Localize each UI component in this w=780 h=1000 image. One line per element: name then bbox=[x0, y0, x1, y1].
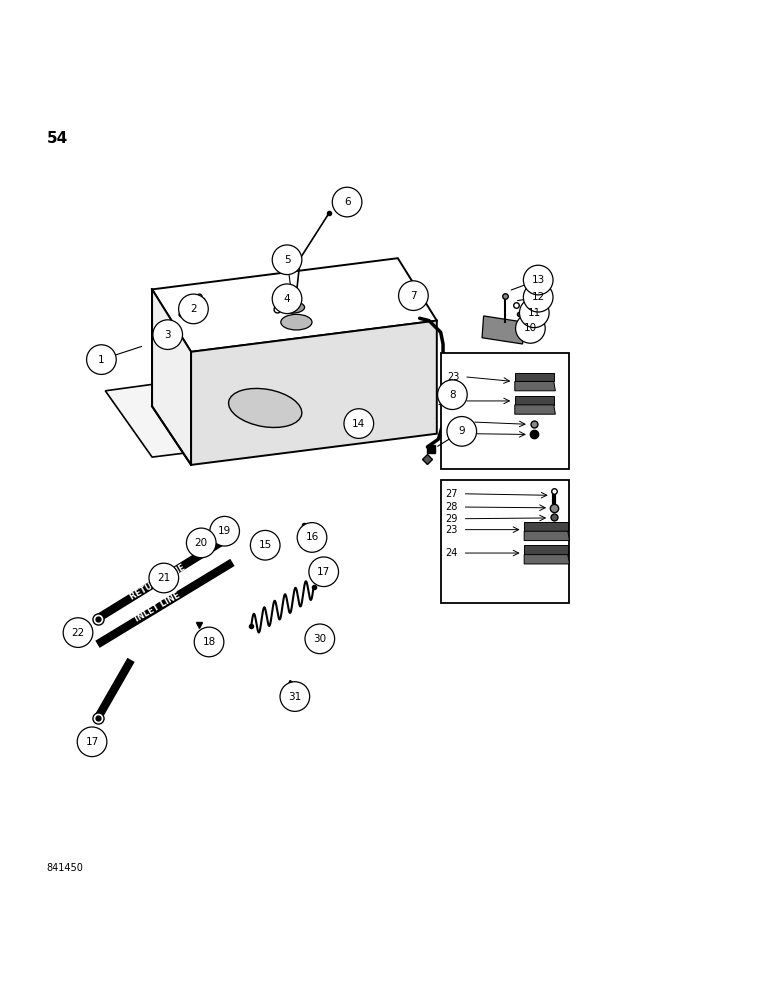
Circle shape bbox=[250, 530, 280, 560]
Circle shape bbox=[523, 282, 553, 312]
Ellipse shape bbox=[229, 388, 302, 427]
Text: 19: 19 bbox=[218, 526, 231, 536]
Circle shape bbox=[153, 320, 183, 349]
Circle shape bbox=[332, 187, 362, 217]
Text: 26: 26 bbox=[455, 417, 467, 427]
Text: 24: 24 bbox=[445, 548, 458, 558]
Circle shape bbox=[63, 618, 93, 647]
Text: 5: 5 bbox=[284, 255, 290, 265]
Text: 29: 29 bbox=[445, 514, 458, 524]
Text: 23: 23 bbox=[447, 372, 459, 382]
Text: RETURN LINE: RETURN LINE bbox=[129, 563, 186, 601]
Text: 21: 21 bbox=[158, 573, 170, 583]
Text: 28: 28 bbox=[445, 502, 458, 512]
Text: 3: 3 bbox=[165, 330, 171, 340]
Circle shape bbox=[149, 563, 179, 593]
Circle shape bbox=[447, 417, 477, 446]
Circle shape bbox=[516, 314, 545, 343]
Text: 25: 25 bbox=[455, 429, 467, 439]
Text: 30: 30 bbox=[314, 634, 326, 644]
Circle shape bbox=[305, 624, 335, 654]
Text: INLET LINE: INLET LINE bbox=[133, 591, 182, 624]
Circle shape bbox=[186, 528, 216, 558]
Text: 14: 14 bbox=[353, 419, 365, 429]
Polygon shape bbox=[515, 381, 555, 391]
Text: 54: 54 bbox=[47, 131, 68, 146]
Circle shape bbox=[210, 516, 239, 546]
Text: 13: 13 bbox=[532, 275, 544, 285]
Text: 17: 17 bbox=[317, 567, 330, 577]
Circle shape bbox=[87, 345, 116, 374]
Circle shape bbox=[272, 245, 302, 275]
Circle shape bbox=[297, 523, 327, 552]
Text: 31: 31 bbox=[289, 692, 301, 702]
Ellipse shape bbox=[279, 301, 304, 313]
Text: 20: 20 bbox=[195, 538, 207, 548]
Circle shape bbox=[280, 682, 310, 711]
FancyBboxPatch shape bbox=[441, 353, 569, 469]
Text: 4: 4 bbox=[284, 294, 290, 304]
Text: 23: 23 bbox=[445, 525, 458, 535]
Polygon shape bbox=[482, 316, 524, 344]
Polygon shape bbox=[152, 289, 191, 465]
Circle shape bbox=[194, 627, 224, 657]
Polygon shape bbox=[105, 352, 437, 457]
Circle shape bbox=[344, 409, 374, 438]
Text: 6: 6 bbox=[344, 197, 350, 207]
Text: 9: 9 bbox=[459, 426, 465, 436]
Text: 841450: 841450 bbox=[47, 863, 83, 873]
Polygon shape bbox=[515, 405, 555, 414]
Text: 2: 2 bbox=[190, 304, 197, 314]
Polygon shape bbox=[524, 531, 569, 541]
Text: 1: 1 bbox=[98, 355, 105, 365]
Text: 11: 11 bbox=[528, 308, 541, 318]
Circle shape bbox=[309, 557, 339, 587]
Polygon shape bbox=[524, 545, 568, 555]
Text: 8: 8 bbox=[449, 390, 456, 400]
Circle shape bbox=[77, 727, 107, 757]
Circle shape bbox=[399, 281, 428, 310]
Polygon shape bbox=[524, 555, 569, 564]
Text: 12: 12 bbox=[532, 292, 544, 302]
Text: 17: 17 bbox=[86, 737, 98, 747]
Circle shape bbox=[523, 265, 553, 295]
Polygon shape bbox=[191, 321, 437, 465]
Circle shape bbox=[519, 298, 549, 328]
Text: 15: 15 bbox=[259, 540, 271, 550]
Circle shape bbox=[438, 380, 467, 410]
Text: 7: 7 bbox=[410, 291, 417, 301]
Polygon shape bbox=[524, 522, 568, 531]
Polygon shape bbox=[152, 258, 437, 352]
Text: 22: 22 bbox=[72, 628, 84, 638]
Text: 10: 10 bbox=[524, 323, 537, 333]
Ellipse shape bbox=[281, 314, 312, 330]
Text: 16: 16 bbox=[306, 532, 318, 542]
Text: 27: 27 bbox=[445, 489, 458, 499]
Polygon shape bbox=[515, 396, 554, 405]
Text: 18: 18 bbox=[203, 637, 215, 647]
Circle shape bbox=[272, 284, 302, 314]
Circle shape bbox=[179, 294, 208, 324]
Polygon shape bbox=[515, 373, 554, 381]
FancyBboxPatch shape bbox=[441, 480, 569, 603]
Text: 24: 24 bbox=[447, 396, 459, 406]
